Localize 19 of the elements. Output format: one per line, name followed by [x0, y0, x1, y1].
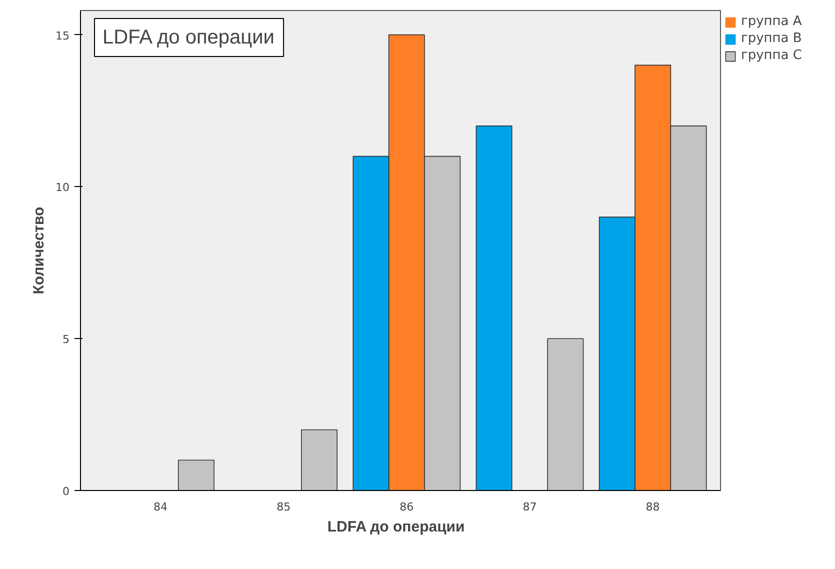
y-tick-label: 15: [56, 29, 70, 42]
bar: [547, 338, 584, 490]
legend-label: группа A: [741, 14, 802, 29]
y-tick-label: 0: [62, 485, 70, 498]
bar: [301, 429, 338, 490]
x-tick-label: 86: [400, 500, 414, 514]
legend-label: группа B: [741, 31, 802, 46]
x-tick-label: 88: [646, 500, 660, 514]
y-tick-label: 5: [62, 333, 70, 346]
x-axis-title: LDFA до операции: [327, 518, 465, 536]
y-tick-label: 10: [56, 181, 70, 194]
text: LDFA до операции: [102, 26, 274, 48]
x-tick-label: 84: [154, 500, 168, 514]
x-tick-label: 85: [276, 500, 291, 514]
bar: [178, 460, 214, 490]
x-tick-label: 87: [522, 500, 537, 514]
legend-label: группа C: [741, 48, 802, 63]
bar: [476, 126, 512, 490]
y-axis-title: Количество: [30, 206, 48, 294]
